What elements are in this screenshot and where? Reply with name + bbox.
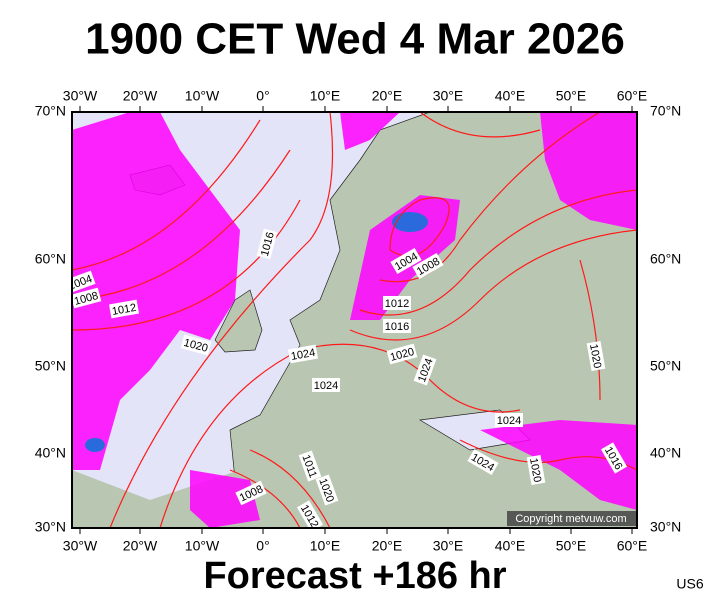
isobar — [349, 229, 637, 341]
precipitation-core — [392, 212, 428, 232]
map-area: 1004100810121016102010241024100410081012… — [72, 112, 637, 528]
label-box — [315, 474, 339, 506]
longitude-label: 40°E — [495, 88, 526, 104]
label-box — [413, 354, 437, 386]
latitude-label: 50°N — [35, 358, 66, 374]
longitude-label: 20°E — [372, 88, 403, 104]
latitude-label: 40°N — [35, 445, 66, 461]
isobar-label: 1020 — [180, 334, 212, 356]
longitude-label: 30°E — [433, 538, 464, 554]
longitude-label: 10°E — [310, 88, 341, 104]
isobar-label: 1020 — [586, 340, 606, 372]
latitude-label: 40°N — [650, 445, 681, 461]
isobar — [109, 112, 334, 528]
isobar-label: 1016 — [256, 228, 278, 260]
label-box — [312, 378, 340, 392]
title: 1900 CET Wed 4 Mar 2026 — [85, 15, 625, 64]
label-box — [495, 413, 523, 427]
isobar — [159, 343, 521, 528]
isobar — [72, 119, 261, 271]
latitude-label: 30°N — [35, 519, 66, 535]
label-box — [383, 296, 411, 310]
longitude-label: 0° — [256, 538, 269, 554]
latitude-label: 70°N — [650, 103, 681, 119]
longitude-label: 50°E — [556, 538, 587, 554]
isobar-value: 1012 — [111, 302, 137, 318]
isobar — [379, 112, 601, 283]
isobar-label: 1020 — [526, 454, 546, 486]
isobar-label: 1024 — [312, 378, 340, 392]
label-box — [383, 319, 411, 333]
latitude-label: 60°N — [650, 251, 681, 267]
isobar-value: 1012 — [385, 298, 409, 310]
isobar-value: 1024 — [314, 380, 338, 392]
isobar-value: 1016 — [385, 321, 409, 333]
longitude-label: 50°E — [556, 88, 587, 104]
code: US6 — [676, 576, 703, 592]
precipitation — [480, 420, 637, 510]
label-box — [298, 450, 322, 482]
forecast: Forecast +186 hr — [203, 555, 506, 597]
label-box — [467, 448, 499, 476]
label-box — [526, 454, 546, 486]
isobar-label: 1024 — [287, 344, 319, 364]
label-box — [256, 228, 278, 260]
isobar — [419, 112, 541, 138]
latitude-label: 70°N — [35, 103, 66, 119]
precipitation — [340, 112, 400, 150]
label-box — [180, 334, 212, 356]
isobar — [72, 149, 291, 301]
isobar-value: 1020 — [527, 457, 543, 483]
longitude-label: 30°W — [63, 538, 98, 554]
label-box — [390, 247, 422, 275]
copyright-box — [507, 511, 636, 526]
copyright: Copyright metvuw.com — [515, 513, 626, 525]
longitude-label: 20°W — [123, 538, 158, 554]
longitude-label: 30°W — [63, 88, 98, 104]
latitude-label: 50°N — [650, 358, 681, 374]
longitude-label: 20°W — [123, 88, 158, 104]
isobar-label: 1024 — [495, 413, 523, 427]
longitude-label: 20°E — [372, 538, 403, 554]
label-box — [296, 500, 324, 528]
longitude-label: 60°E — [617, 88, 648, 104]
isobar-value: 1024 — [290, 347, 316, 363]
isobar — [389, 197, 450, 257]
label-box — [235, 480, 267, 506]
longitude-label: 60°E — [617, 538, 648, 554]
precipitation — [72, 112, 240, 470]
isobar-label: 1016 — [383, 319, 411, 333]
isobar-label: 1012 — [108, 299, 140, 319]
isobar — [249, 449, 331, 528]
precipitation-core — [85, 438, 105, 452]
isobar — [579, 259, 601, 401]
longitude-label: 30°E — [433, 88, 464, 104]
isobar-label: 1012 — [383, 296, 411, 310]
isobar — [359, 189, 637, 316]
label-box — [108, 299, 140, 319]
longitude-label: 40°E — [495, 538, 526, 554]
label-box — [412, 252, 444, 280]
longitude-label: 10°W — [185, 538, 220, 554]
isobar-value: 1020 — [587, 343, 603, 369]
longitude-label: 0° — [256, 88, 269, 104]
map-frame — [71, 111, 638, 529]
precipitation — [190, 470, 260, 528]
latitude-label: 30°N — [650, 519, 681, 535]
isobar — [229, 469, 301, 528]
longitude-label: 10°W — [185, 88, 220, 104]
latitude-label: 60°N — [35, 251, 66, 267]
longitude-label: 10°E — [310, 538, 341, 554]
label-box — [600, 442, 628, 474]
isobars — [72, 112, 637, 528]
isobar-value: 1024 — [497, 415, 521, 427]
precipitation — [540, 112, 637, 230]
label-box — [287, 344, 319, 364]
isobar — [72, 199, 301, 331]
axes: 30°W 30°W 20°W 20°W 10°W 10°W 0° 0° 10°E 10°E 20°E… — [35, 88, 682, 554]
label-box — [586, 340, 606, 372]
